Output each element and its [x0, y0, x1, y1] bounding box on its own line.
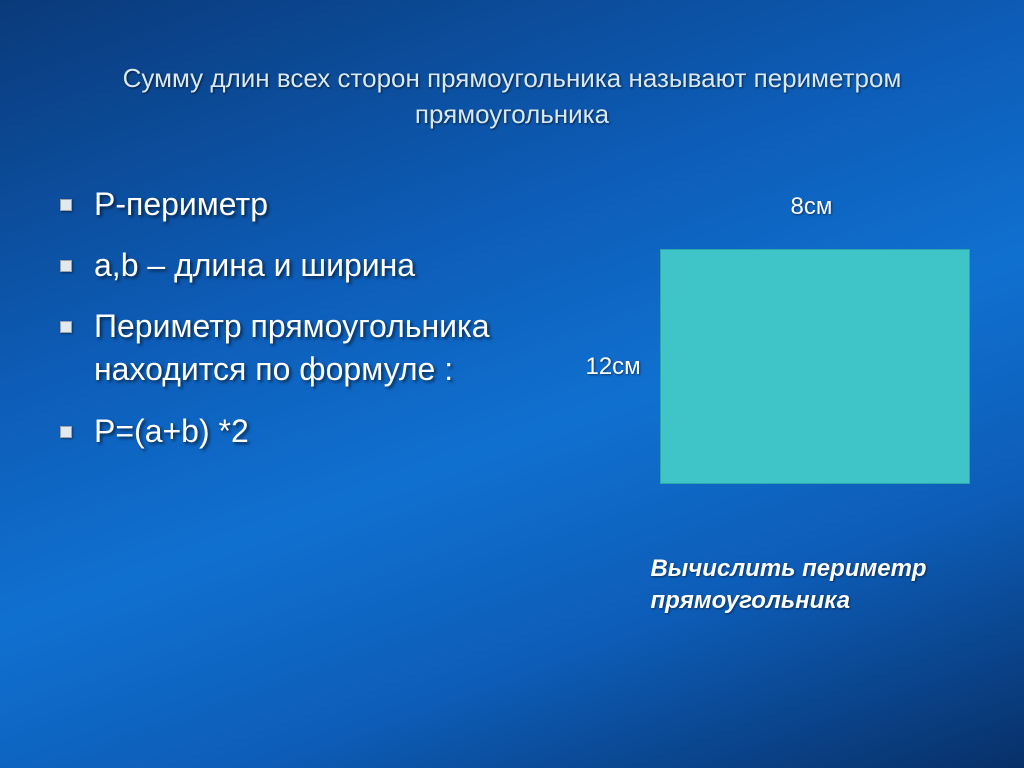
bullet-icon [60, 260, 72, 272]
bullet-icon [60, 321, 72, 333]
bullet-list: P-периметр а,b – длина и ширина Периметр… [50, 183, 530, 471]
slide: Сумму длин всех сторон прямоугольника на… [0, 0, 1024, 768]
dimension-left: 12см [585, 353, 640, 381]
bullet-text: Периметр прямоугольника находится по фор… [94, 305, 530, 391]
list-item: Периметр прямоугольника находится по фор… [60, 305, 530, 391]
figure-caption: Вычислить периметр прямоугольника [650, 553, 990, 618]
slide-content: P-периметр а,b – длина и ширина Периметр… [50, 183, 974, 471]
bullet-text: P-периметр [94, 183, 530, 226]
rectangle-shape [660, 249, 970, 484]
list-item: а,b – длина и ширина [60, 244, 530, 287]
bullet-text: P=(a+b) *2 [94, 410, 530, 453]
dimension-top: 8см [790, 193, 832, 221]
figure: 8см 12см Вычислить периметр прямоугольни… [530, 183, 974, 193]
bullet-icon [60, 199, 72, 211]
list-item: P-периметр [60, 183, 530, 226]
list-item: P=(a+b) *2 [60, 410, 530, 453]
slide-title: Сумму длин всех сторон прямоугольника на… [72, 60, 952, 133]
bullet-icon [60, 426, 72, 438]
bullet-text: а,b – длина и ширина [94, 244, 530, 287]
